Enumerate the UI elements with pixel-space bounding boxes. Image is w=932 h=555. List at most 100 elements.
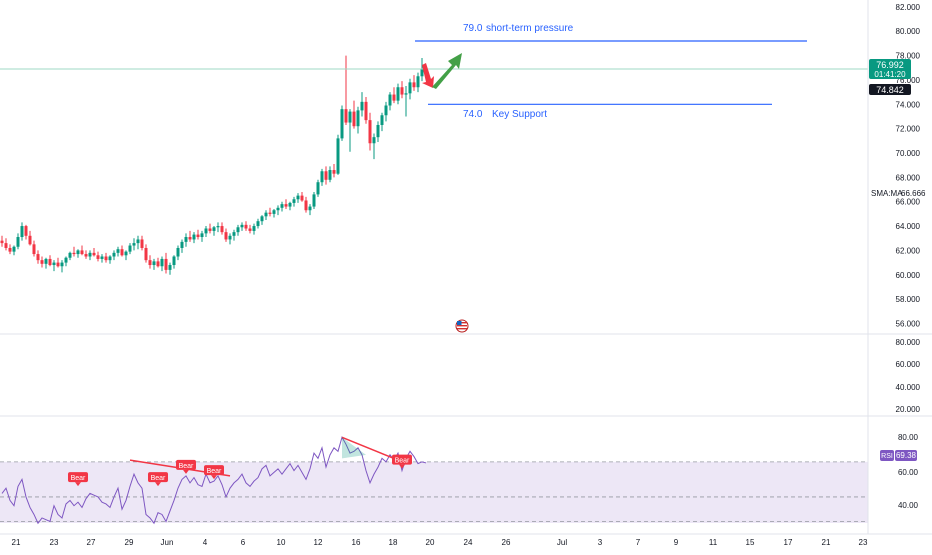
candle-body	[392, 94, 396, 101]
us-flag-icon[interactable]	[455, 319, 469, 333]
candle-body	[376, 124, 380, 138]
countdown-value: 01:41:20	[874, 70, 906, 79]
candle-body	[88, 252, 92, 257]
prev-close-value: 74.842	[876, 85, 904, 95]
candle-body	[220, 226, 224, 233]
time-tick-label: 17	[784, 538, 793, 547]
price-tick-label: 58.000	[896, 295, 921, 304]
candle-body	[372, 137, 376, 144]
candle-body	[72, 252, 76, 255]
candle-body	[152, 261, 156, 266]
price-tick-label: 56.000	[896, 319, 921, 328]
time-tick-label: 20	[426, 538, 435, 547]
current-price-badge[interactable]	[869, 59, 911, 79]
level-price-support: 74.0	[463, 109, 483, 120]
candle-body	[388, 94, 392, 106]
candle-body	[360, 101, 364, 111]
time-tick-label: 9	[674, 538, 679, 547]
price-tick-label: 80.000	[896, 27, 921, 36]
level-text-support: Key Support	[492, 109, 547, 120]
time-tick-label: 3	[598, 538, 603, 547]
levels	[0, 40, 868, 105]
sma-value: 66.666	[901, 189, 926, 198]
rsi-band	[0, 461, 868, 523]
time-tick-label: 21	[822, 538, 831, 547]
price-tick-label: 74.000	[896, 100, 921, 109]
candle-body	[116, 249, 120, 253]
candle-body	[260, 216, 264, 222]
bear-label-pointer	[399, 464, 405, 469]
candle-body	[420, 68, 424, 77]
bear-label-pointer	[183, 469, 189, 474]
candle-body	[416, 76, 420, 88]
bear-label-text: Bear	[151, 475, 166, 482]
candle-body	[52, 262, 56, 266]
level-price-pressure: 79.0	[463, 23, 483, 34]
bear-label-pointer	[155, 482, 161, 487]
candle-body	[340, 109, 344, 139]
bear-label-badge	[68, 472, 88, 483]
candle-body	[156, 261, 160, 267]
price-tick-label: 64.000	[896, 222, 921, 231]
candle-body	[128, 245, 132, 252]
time-tick-label: 6	[241, 538, 246, 547]
rsi-value-badge	[895, 450, 917, 461]
candle-body	[204, 228, 208, 234]
candle-body	[264, 212, 268, 217]
candle-body	[176, 247, 180, 257]
candle-body	[396, 87, 400, 101]
candle-body	[180, 241, 184, 248]
time-tick-label: 16	[352, 538, 361, 547]
up-arrow-icon	[432, 52, 462, 89]
candle-body	[312, 194, 316, 207]
candle-body	[236, 227, 240, 233]
bear-label-pointer	[211, 475, 217, 480]
candle-body	[172, 256, 176, 266]
candle-body	[64, 257, 68, 263]
time-tick-label: 29	[125, 538, 134, 547]
candle-body	[404, 93, 408, 95]
candle-body	[384, 105, 388, 116]
time-tick-label: 11	[709, 538, 718, 547]
bear-label-text: Bear	[71, 475, 86, 482]
candle-body	[256, 221, 260, 227]
bear-label-badge	[148, 472, 168, 483]
candle-body	[200, 233, 204, 238]
candle-body	[332, 170, 336, 174]
time-tick-label: 10	[277, 538, 286, 547]
candle-body	[24, 226, 28, 236]
candle-body	[192, 234, 196, 240]
candle-body	[100, 256, 104, 259]
time-tick-label: Jun	[161, 538, 174, 547]
candle-body	[216, 226, 220, 228]
candle-body	[8, 247, 12, 252]
time-tick-label: 23	[859, 538, 868, 547]
rsi-tick-label: 80.000	[896, 338, 921, 347]
rsi-tick-label: 60.00	[898, 468, 919, 477]
candle-body	[328, 170, 332, 180]
candle-body	[296, 195, 300, 200]
candle-body	[320, 171, 324, 183]
time-tick-label: 23	[50, 538, 59, 547]
candle-body	[348, 111, 352, 123]
candle-body	[60, 262, 64, 267]
candle-body	[112, 252, 116, 257]
axes: 82.000 80.000 78.000 76.000 74.000 72.000 70.0…	[12, 3, 921, 547]
time-tick-label: 18	[389, 538, 398, 547]
candle-body	[344, 109, 348, 123]
bear-label-text: Bear	[395, 458, 410, 465]
price-tick-label: 68.000	[896, 173, 921, 182]
sma-label: SMA:MA	[871, 189, 903, 198]
candle-body	[400, 87, 404, 95]
candle-body	[368, 120, 372, 144]
rsi-label-badge	[880, 450, 894, 461]
candle-body	[12, 246, 16, 252]
candle-body	[356, 110, 360, 127]
candle-body	[244, 224, 248, 229]
candle-body	[28, 235, 32, 245]
price-tick-label: 76.000	[896, 76, 921, 85]
candle-body	[44, 258, 48, 264]
rsi-line	[1, 436, 427, 525]
